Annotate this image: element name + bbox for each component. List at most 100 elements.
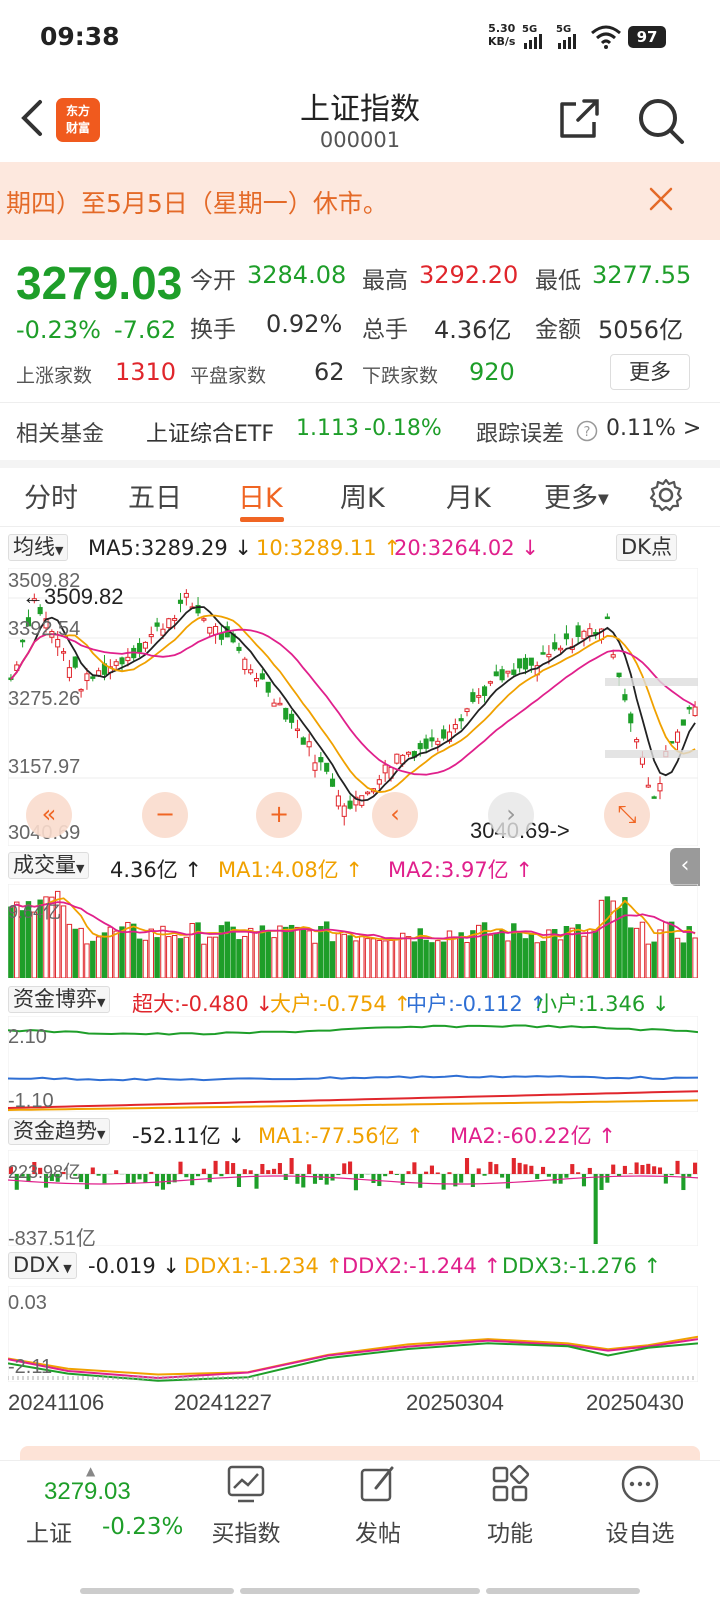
x-axis-date: 20250304 (406, 1390, 504, 1415)
candle-body (148, 634, 154, 638)
candle-body (417, 743, 423, 750)
trend-bar (125, 1174, 130, 1184)
close-icon[interactable] (646, 184, 676, 214)
trend-bar (55, 1174, 60, 1182)
ddx-chart[interactable] (8, 1286, 698, 1382)
low-label: 最低 (535, 268, 581, 294)
trend-bar (20, 1174, 25, 1177)
volume-bar (446, 930, 453, 978)
volume-chart[interactable] (8, 884, 698, 978)
scroll-left-fast-button[interactable]: « (26, 792, 72, 838)
dk-point-button[interactable]: DK点 (616, 534, 677, 561)
candle-body (493, 671, 499, 677)
fullscreen-icon[interactable]: ⤡ (604, 792, 650, 838)
x-axis-date: 20241106 (8, 1390, 105, 1415)
back-icon[interactable] (14, 98, 54, 138)
volume-bar (90, 940, 96, 978)
gear-icon[interactable] (648, 477, 684, 513)
kline-chart[interactable] (8, 568, 698, 846)
trend-bar (38, 1167, 43, 1174)
scroll-left-button[interactable]: ‹ (372, 792, 418, 838)
tab-more[interactable]: 更多▼ (544, 483, 609, 514)
ddx-y-bottom: -2.11 (8, 1356, 53, 1378)
tab-daily-k[interactable]: 日K (238, 483, 283, 514)
nav-functions[interactable]: 功能 (450, 1462, 570, 1548)
fund-name[interactable]: 上证综合ETF (146, 422, 274, 447)
tab-monthly-k[interactable]: 月K (446, 483, 491, 514)
trend-bar (453, 1174, 458, 1187)
search-icon[interactable] (636, 96, 686, 146)
nav-post[interactable]: 发帖 (318, 1462, 438, 1548)
indicator-selector-ma[interactable]: 均线▼ (8, 534, 69, 561)
volume-bar (628, 927, 634, 978)
tracking-error-value[interactable]: 0.11% > (606, 416, 702, 441)
indicator-selector-volume[interactable]: 成交量▼ (8, 852, 90, 879)
volume-bar (84, 943, 90, 978)
trend-bar (213, 1160, 218, 1174)
collapse-panel-button[interactable]: ‹ (670, 848, 700, 886)
candle-body (25, 617, 32, 627)
indicator-selector-trend[interactable]: 资金趋势▼ (8, 1118, 111, 1145)
volume-bar (692, 937, 698, 978)
tab-intraday[interactable]: 分时 (24, 483, 78, 514)
volume-bar (651, 941, 657, 978)
tab-five-day[interactable]: 五日 (128, 483, 182, 514)
section-divider (0, 460, 720, 468)
trend-bar (388, 1170, 394, 1174)
capital-game-chart[interactable] (8, 1016, 698, 1112)
volume-bar (242, 935, 248, 978)
indicator-selector-capital[interactable]: 资金博弈▼ (8, 986, 111, 1013)
trend-bar (73, 1174, 78, 1176)
volume-bar (633, 927, 640, 978)
scroll-right-button[interactable]: › (488, 792, 534, 838)
volume-label: 总手 (362, 317, 408, 343)
bottom-nav (0, 1460, 720, 1600)
candle-body (511, 669, 517, 675)
trend-ma1: MA1:-77.56亿 ↑ (258, 1124, 424, 1148)
turnover-value: 0.92% (266, 310, 343, 338)
trend-bar (646, 1163, 651, 1174)
candle-body (505, 670, 511, 674)
indicator-selector-ddx[interactable]: DDX ▼ (8, 1252, 77, 1279)
nav-add-watchlist[interactable]: 设自选 (580, 1462, 700, 1548)
volume-bar (592, 930, 599, 978)
volume-bar (60, 905, 67, 978)
candle-body (394, 753, 400, 764)
trend-bar (681, 1174, 686, 1191)
volume-bar (668, 921, 675, 978)
index-summary[interactable]: ▲ 3279.03 上证 -0.23% (0, 1462, 200, 1582)
mid-holder-line (8, 1074, 698, 1082)
amount-value: 5056亿 (598, 316, 684, 344)
zoom-out-button[interactable]: − (142, 792, 188, 838)
tab-weekly-k[interactable]: 周K (340, 483, 385, 514)
caret-down-icon: ▼ (55, 544, 64, 557)
trend-bar (49, 1174, 54, 1181)
candle-body (441, 729, 447, 739)
zoom-in-button[interactable]: + (256, 792, 302, 838)
volume-bar (318, 926, 324, 978)
share-icon[interactable] (556, 96, 602, 142)
open-value: 3284.08 (247, 261, 347, 289)
ma20-line (10, 628, 696, 776)
volume-bar (230, 926, 236, 978)
clock: 09:38 (40, 22, 120, 51)
help-icon[interactable]: ? (576, 420, 598, 442)
volume-bar (353, 940, 359, 978)
volume-bar (657, 929, 663, 978)
trend-bar (166, 1174, 171, 1185)
candle-body (195, 605, 201, 614)
trend-bar (348, 1161, 353, 1174)
volume-bar (470, 930, 476, 978)
candle-body (657, 783, 663, 792)
candle-body (622, 694, 628, 701)
notice-banner[interactable]: 期四）至5月5日（星期一）休市。 (0, 162, 720, 240)
nav-buy-index[interactable]: 买指数 (186, 1462, 306, 1548)
high-label: 最高 (362, 268, 408, 294)
candle-body (552, 642, 558, 650)
candle-body (563, 633, 569, 640)
open-label: 今开 (190, 268, 236, 294)
candle-body (429, 737, 435, 742)
capital-trend-chart[interactable] (8, 1150, 698, 1246)
trend-bar (400, 1174, 405, 1185)
more-stats-button[interactable]: 更多 (610, 354, 690, 390)
